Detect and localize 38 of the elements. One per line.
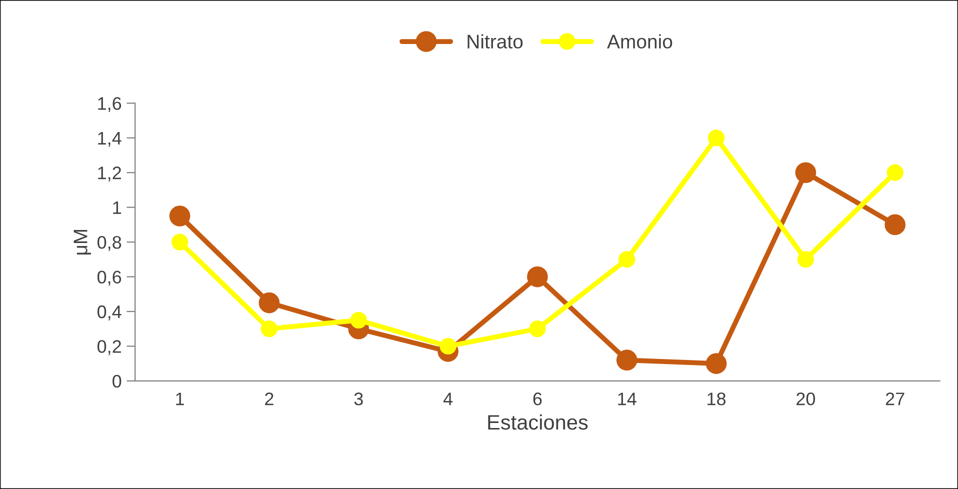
y-tick-label: 1: [113, 201, 122, 214]
y-tick-label: 0: [112, 374, 122, 388]
y-tick-label: 0,8: [97, 236, 122, 251]
point: [440, 338, 456, 355]
point: [884, 214, 906, 236]
y-tick-label: 0,4: [97, 305, 122, 320]
point: [797, 251, 814, 268]
point: [616, 350, 638, 371]
y-tick-label: 1,4: [98, 132, 122, 147]
legend-label: Amonio: [607, 34, 672, 49]
point: [529, 320, 546, 338]
x-axis-title: Estaciones: [488, 414, 588, 430]
x-tick-label: 20: [796, 392, 816, 406]
x-tick-label: 6: [533, 392, 542, 406]
x-tick-label: 3: [354, 392, 363, 406]
x-tick-label: 1: [176, 392, 184, 406]
point: [618, 251, 636, 268]
point: [527, 266, 548, 288]
y-axis-title: μM: [74, 230, 91, 254]
point: [260, 320, 278, 338]
point: [795, 162, 816, 184]
point: [171, 234, 188, 250]
point: [708, 130, 725, 146]
x-tick-label: 2: [265, 392, 274, 406]
legend-label: Nitrato: [468, 34, 523, 49]
point: [350, 312, 367, 329]
y-tick-label: 0,6: [97, 270, 122, 286]
x-tick-label: 27: [886, 392, 904, 406]
point: [886, 164, 904, 181]
point: [169, 206, 190, 226]
y-tick-label: 0,2: [97, 340, 121, 356]
point: [258, 292, 280, 314]
x-tick-label: 4: [443, 392, 453, 406]
x-tick-label: 18: [708, 392, 726, 406]
point: [706, 353, 727, 374]
x-tick-label: 14: [618, 392, 636, 406]
y-tick-label: 1,2: [98, 166, 121, 182]
y-tick-label: 1,6: [98, 97, 122, 112]
